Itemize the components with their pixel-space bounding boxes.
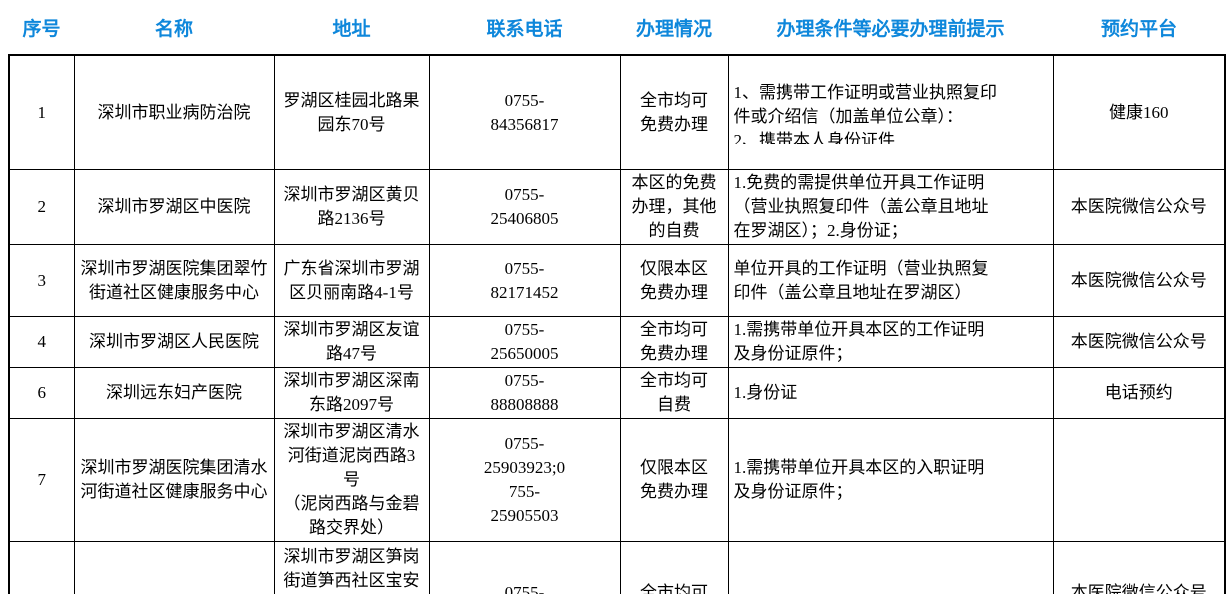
header-conditions: 办理条件等必要办理前提示 — [728, 0, 1053, 55]
conditions-cell: 1.需携带单位开具本区的工作证明 及身份证原件； — [727, 316, 1054, 368]
conditions-cell: 1.需携带单位开具本区的入职证明 及身份证原件； — [727, 418, 1054, 542]
status-cell: 全市均可 自费 — [619, 541, 729, 594]
hospital-info-table: 序号 名称 地址 联系电话 办理情况 办理条件等必要办理前提示 预约平台 1 深… — [8, 0, 1226, 594]
platform-cell: 本医院微信公众号 — [1052, 244, 1226, 317]
name-cell: 深圳市罗湖区人民医院 — [73, 316, 275, 368]
conditions-cell: 1.身份证 — [727, 367, 1054, 419]
platform-cell: 本医院微信公众号 — [1052, 169, 1226, 245]
status-cell: 全市均可 免费办理 — [619, 54, 729, 170]
conditions-cell: 身份证 — [727, 541, 1054, 594]
address-cell: 深圳市罗湖区深南 东路2097号 — [273, 367, 430, 419]
header-phone: 联系电话 — [429, 0, 620, 55]
status-cell: 本区的免费 办理，其他 的自费 — [619, 169, 729, 245]
address-cell: 深圳市罗湖区清水 河街道泥岗西路3号 （泥岗西路与金碧 路交界处） — [273, 418, 430, 542]
phone-cell: 0755- 88808888 — [428, 367, 621, 419]
table-header-row: 序号 名称 地址 联系电话 办理情况 办理条件等必要办理前提示 预约平台 — [9, 0, 1225, 55]
address-cell: 深圳市罗湖区黄贝 路2136号 — [273, 169, 430, 245]
serial-cell: 1 — [8, 54, 75, 170]
platform-cell: 电话预约 — [1052, 367, 1226, 419]
address-cell: 深圳市罗湖区友谊 路47号 — [273, 316, 430, 368]
status-cell: 全市均可 自费 — [619, 367, 729, 419]
phone-cell: 0755- 82171452 — [428, 244, 621, 317]
table-row: 4 深圳市罗湖区人民医院 深圳市罗湖区友谊 路47号 0755- 2565000… — [8, 316, 1226, 368]
name-cell: 深圳市罗湖医院集团翠竹 街道社区健康服务中心 — [73, 244, 275, 317]
name-cell: 深圳市罗湖医院集团清水 河街道社区健康服务中心 — [73, 418, 275, 542]
status-cell: 全市均可 免费办理 — [619, 316, 729, 368]
table-row: 3 深圳市罗湖医院集团翠竹 街道社区健康服务中心 广东省深圳市罗湖 区贝丽南路4… — [8, 244, 1226, 317]
name-cell: 深圳博爱曙光医院 — [73, 541, 275, 594]
serial-cell: 6 — [8, 367, 75, 419]
platform-cell: 本医院微信公众号 或健康160 — [1052, 541, 1226, 594]
platform-cell: 健康160 — [1052, 54, 1226, 170]
platform-cell: 本医院微信公众号 — [1052, 316, 1226, 368]
serial-cell: 8 — [8, 541, 75, 594]
header-platform: 预约平台 — [1053, 0, 1225, 55]
serial-cell: 7 — [8, 418, 75, 542]
header-status: 办理情况 — [620, 0, 728, 55]
address-cell: 广东省深圳市罗湖 区贝丽南路4-1号 — [273, 244, 430, 317]
table-row: 6 深圳远东妇产医院 深圳市罗湖区深南 东路2097号 0755- 888088… — [8, 367, 1226, 419]
table-row: 1 深圳市职业病防治院 罗湖区桂园北路果 园东70号 0755- 8435681… — [8, 54, 1226, 170]
name-cell: 深圳市职业病防治院 — [73, 54, 275, 170]
conditions-cell: 1、需携带工作证明或营业执照复印 件或介绍信（加盖单位公章）： 2、携带本人身份… — [727, 54, 1054, 170]
phone-cell: 0755- 25650005 — [428, 316, 621, 368]
name-cell: 深圳远东妇产医院 — [73, 367, 275, 419]
phone-cell: 0755- 25903923;0 755- 25905503 — [428, 418, 621, 542]
phone-cell: 0755- 84356817 — [428, 54, 621, 170]
status-cell: 仅限本区 免费办理 — [619, 418, 729, 542]
conditions-cell: 单位开具的工作证明（营业执照复 印件（盖公章且地址在罗湖区） — [727, 244, 1054, 317]
table-row: 8 深圳博爱曙光医院 深圳市罗湖区笋岗 街道笋西社区宝安 北路2088号深业物 … — [8, 541, 1226, 594]
address-cell: 深圳市罗湖区笋岗 街道笋西社区宝安 北路2088号深业物 流大厦101（负1、 … — [273, 541, 430, 594]
header-address: 地址 — [274, 0, 429, 55]
table-row: 7 深圳市罗湖医院集团清水 河街道社区健康服务中心 深圳市罗湖区清水 河街道泥岗… — [8, 418, 1226, 542]
platform-cell — [1052, 418, 1226, 542]
header-name: 名称 — [74, 0, 274, 55]
status-cell: 仅限本区 免费办理 — [619, 244, 729, 317]
header-serial: 序号 — [9, 0, 74, 55]
serial-cell: 4 — [8, 316, 75, 368]
serial-cell: 3 — [8, 244, 75, 317]
conditions-text: 1、需携带工作证明或营业执照复印 件或介绍信（加盖单位公章）： 2、携带本人身份… — [733, 83, 998, 144]
table-row: 2 深圳市罗湖区中医院 深圳市罗湖区黄贝 路2136号 0755- 254068… — [8, 169, 1226, 245]
phone-cell: 0755- 25406805 — [428, 169, 621, 245]
conditions-cell: 1.免费的需提供单位开具工作证明 （营业执照复印件（盖公章且地址 在罗湖区）；2… — [727, 169, 1054, 245]
phone-cell: 0755- 82316199 — [428, 541, 621, 594]
address-cell: 罗湖区桂园北路果 园东70号 — [273, 54, 430, 170]
serial-cell: 2 — [8, 169, 75, 245]
name-cell: 深圳市罗湖区中医院 — [73, 169, 275, 245]
